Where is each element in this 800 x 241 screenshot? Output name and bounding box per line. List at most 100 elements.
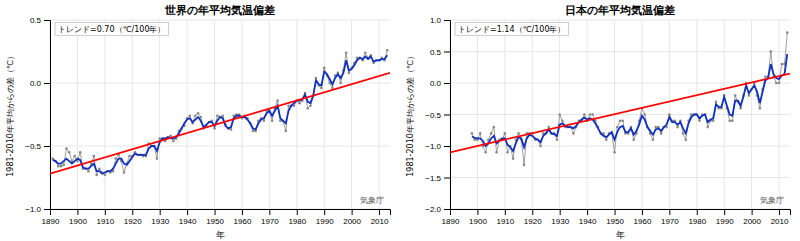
series-point xyxy=(778,82,781,85)
series-point xyxy=(682,132,685,135)
x-tick-label: 1900 xyxy=(69,217,87,226)
y-axis-label: 1981-2010年平均からの差（℃） xyxy=(406,52,415,177)
series-point xyxy=(230,128,233,131)
series-point xyxy=(471,132,474,135)
x-tick-label: 1940 xyxy=(179,217,197,226)
grid xyxy=(450,20,790,209)
y-tick-label: 0.0 xyxy=(430,79,442,88)
annotation-text: トレンド=1.14（℃/100年） xyxy=(458,25,565,34)
grid xyxy=(50,20,390,209)
y-tick: 1.0 xyxy=(430,16,450,25)
series-point xyxy=(547,126,550,129)
series-point xyxy=(506,151,509,154)
x-tick: 1940 xyxy=(579,209,597,226)
series-point xyxy=(68,151,71,154)
x-axis-label: 年 xyxy=(616,230,625,240)
x-tick-label: 1960 xyxy=(234,217,252,226)
x-tick-label: 1950 xyxy=(606,217,624,226)
series-point xyxy=(775,82,778,85)
series-point xyxy=(715,101,718,104)
grid-line-x xyxy=(269,20,270,209)
x-tick-label: 2010 xyxy=(771,217,789,226)
series-point xyxy=(364,51,367,54)
x-tick-mark xyxy=(297,209,298,215)
x-tick: 1930 xyxy=(151,209,169,226)
grid-line-y xyxy=(50,20,390,21)
y-tick: −1.0 xyxy=(425,142,450,151)
series-point xyxy=(189,114,192,117)
x-tick: 2000 xyxy=(343,209,361,226)
x-axis-label: 年 xyxy=(216,230,225,240)
y-tick-mark xyxy=(444,178,450,179)
annotation-box xyxy=(455,23,568,36)
series-point xyxy=(685,138,688,141)
series-point xyxy=(285,130,288,133)
y-tick: −1.0 xyxy=(25,205,50,214)
series-line xyxy=(450,74,790,153)
figure: 1890190019101920193019401950196019701980… xyxy=(0,0,800,241)
series-point xyxy=(652,138,655,141)
series-point xyxy=(748,94,751,97)
grid-line-y xyxy=(450,83,790,84)
series-point xyxy=(619,120,622,123)
x-tick-label: 1920 xyxy=(524,217,542,226)
series-point xyxy=(780,63,783,66)
y-tick-label: −2.0 xyxy=(425,205,441,214)
grid-line-x xyxy=(214,20,215,209)
x-tick-mark xyxy=(77,209,78,215)
series-point xyxy=(95,174,98,177)
series-point xyxy=(276,99,279,102)
x-tick: 1980 xyxy=(688,209,706,226)
grid-line-y xyxy=(450,114,790,115)
series-point xyxy=(194,114,197,117)
x-tick-label: 2010 xyxy=(371,217,389,226)
x-tick-mark xyxy=(160,209,161,215)
y-tick-mark xyxy=(44,20,50,21)
x-tick-label: 1900 xyxy=(469,217,487,226)
x-tick-mark xyxy=(505,209,506,215)
grid-line-x xyxy=(669,20,670,209)
grid-line-y xyxy=(450,177,790,178)
series-point xyxy=(62,164,65,167)
grid-line-x xyxy=(77,20,78,209)
series-point xyxy=(591,113,594,116)
series-point xyxy=(93,155,96,158)
x-tick-mark xyxy=(215,209,216,215)
y-tick-label: 0.0 xyxy=(30,79,42,88)
y-tick: −2.0 xyxy=(425,205,450,214)
x-tick: 1990 xyxy=(716,209,734,226)
grid-line-x xyxy=(324,20,325,209)
x-axis-line xyxy=(451,210,791,216)
series-point xyxy=(128,155,131,158)
x-tick-label: 1950 xyxy=(206,217,224,226)
x-tick-mark xyxy=(242,209,243,215)
grid-line-x xyxy=(132,20,133,209)
series-point xyxy=(306,107,309,110)
series-point xyxy=(504,132,507,135)
series-point xyxy=(616,126,619,129)
series-point xyxy=(484,151,487,154)
series-line xyxy=(53,55,388,173)
grid-line-x xyxy=(587,20,588,209)
series-point xyxy=(490,132,493,135)
series-line xyxy=(50,73,390,174)
series-point xyxy=(73,155,76,158)
x-tick-mark xyxy=(779,209,780,215)
series-point xyxy=(613,151,616,154)
series-point xyxy=(493,126,496,129)
series-point xyxy=(479,132,482,135)
series-point xyxy=(197,112,200,115)
x-tick-label: 1930 xyxy=(151,217,169,226)
y-tick: −0.5 xyxy=(425,111,450,120)
series-point xyxy=(660,132,663,135)
series-point xyxy=(287,104,290,107)
x-tick-mark xyxy=(269,209,270,215)
series-point xyxy=(104,174,107,177)
series-point xyxy=(79,151,82,154)
grid-line-x xyxy=(751,20,752,209)
x-tick-mark xyxy=(642,209,643,215)
x-tick-label: 1940 xyxy=(579,217,597,226)
x-tick: 1950 xyxy=(606,209,624,226)
series-point xyxy=(495,151,498,154)
annotation: 気象庁 xyxy=(760,196,784,205)
